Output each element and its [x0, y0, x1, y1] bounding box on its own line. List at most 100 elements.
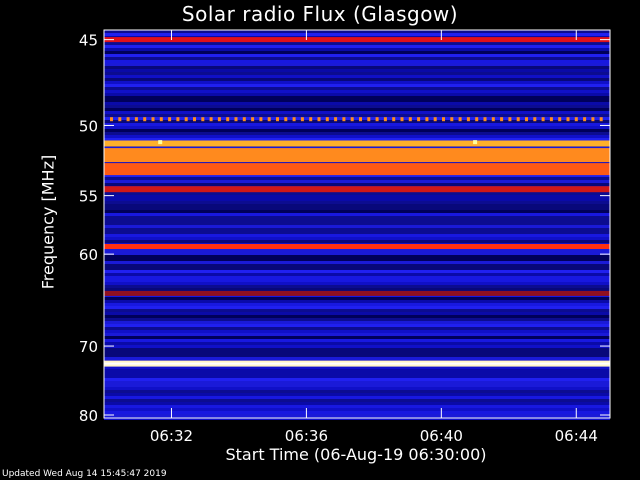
heatmap-row [104, 87, 610, 90]
heatmap-row [104, 300, 610, 303]
heatmap-row [104, 69, 610, 72]
heatmap-row [104, 30, 610, 33]
heatmap-row [104, 327, 610, 330]
interference-dot [583, 117, 587, 122]
interference-dot [500, 117, 504, 122]
y-tick-label: 50 [79, 117, 98, 135]
heatmap-row [104, 54, 610, 57]
heatmap-row [104, 384, 610, 387]
interference-dot [143, 117, 147, 122]
heatmap-row [104, 99, 610, 102]
interference-dot [549, 117, 553, 122]
heatmap-row [104, 72, 610, 75]
heatmap-row [104, 339, 610, 342]
heatmap-row [104, 117, 610, 120]
frequency-band [104, 148, 610, 163]
interference-dot [417, 117, 421, 122]
plot-frame [103, 29, 611, 419]
heatmap-row [104, 354, 610, 357]
heatmap-row [104, 321, 610, 324]
heatmap-row [104, 45, 610, 48]
heatmap-row [104, 318, 610, 321]
interference-dot [574, 117, 578, 122]
heatmap-row [104, 129, 610, 132]
interference-dot [392, 117, 396, 122]
heatmap-row [104, 114, 610, 117]
heatmap-row [104, 387, 610, 390]
heatmap-row [104, 84, 610, 87]
interference-dot [367, 117, 371, 122]
frequency-band [104, 186, 610, 193]
heatmap-row [104, 255, 610, 258]
interference-dot [591, 117, 595, 122]
y-tick-label: 45 [79, 32, 98, 50]
heatmap-row [104, 75, 610, 78]
heatmap-row [104, 297, 610, 300]
spot-marker [158, 140, 163, 145]
heatmap-row [104, 393, 610, 396]
interference-dot [541, 117, 545, 122]
frequency-band-core [104, 362, 610, 365]
heatmap-row [104, 81, 610, 84]
heatmap-row [104, 132, 610, 135]
heatmap-row [104, 96, 610, 99]
heatmap-row [104, 345, 610, 348]
heatmap-row [104, 231, 610, 234]
heatmap-row [104, 306, 610, 309]
heatmap-row [104, 138, 610, 141]
frequency-band [104, 244, 610, 249]
interference-dot [217, 117, 221, 122]
frequency-band [104, 140, 610, 147]
heatmap-row [104, 366, 610, 369]
heatmap-row [104, 249, 610, 252]
heatmap-row [104, 57, 610, 60]
heatmap-row [104, 48, 610, 51]
heatmap-row [104, 390, 610, 393]
y-axis-label: Frequency [MHz] [38, 154, 58, 290]
frequency-band [104, 37, 610, 43]
spot-marker [473, 140, 478, 145]
interference-dot [267, 117, 271, 122]
updated-timestamp: Updated Wed Aug 14 15:45:47 2019 [2, 469, 167, 479]
interference-dot [193, 117, 196, 122]
heatmap-row [104, 204, 610, 207]
interference-dot [350, 117, 354, 122]
heatmap-row [104, 111, 610, 114]
interference-dot [458, 117, 462, 122]
interference-dot [259, 117, 263, 122]
spectrogram-heatmap [104, 30, 610, 420]
heatmap-row [104, 108, 610, 111]
heatmap-row [104, 135, 610, 138]
interference-dot [491, 117, 495, 122]
x-tick-label: 06:44 [555, 427, 598, 445]
heatmap-row [104, 198, 610, 201]
interference-dot [533, 117, 537, 122]
heatmap-row [104, 342, 610, 345]
interference-dot [408, 117, 412, 122]
heatmap-row [104, 405, 610, 408]
interference-dot [168, 117, 172, 122]
heatmap-row [104, 369, 610, 372]
heatmap-row [104, 174, 610, 177]
interference-dot [359, 117, 362, 122]
y-axis: 45 50 55 60 70 80 [79, 32, 610, 425]
interference-dot [558, 117, 562, 122]
heatmap-row [104, 63, 610, 66]
interference-dot [400, 117, 404, 122]
heatmap-row [104, 378, 610, 381]
heatmap-row [104, 192, 610, 195]
heatmap-row [104, 372, 610, 375]
heatmap-row [104, 282, 610, 285]
interference-dot [201, 117, 205, 122]
heatmap-row [104, 276, 610, 279]
heatmap-row [104, 348, 610, 351]
frequency-band [104, 163, 610, 176]
heatmap-row [104, 219, 610, 222]
heatmap-row [104, 252, 610, 255]
heatmap-row [104, 105, 610, 108]
heatmap-row [104, 120, 610, 123]
heatmap-row [104, 210, 610, 213]
interference-dot [383, 117, 387, 122]
interference-spots [158, 140, 478, 145]
heatmap-row [104, 177, 610, 180]
